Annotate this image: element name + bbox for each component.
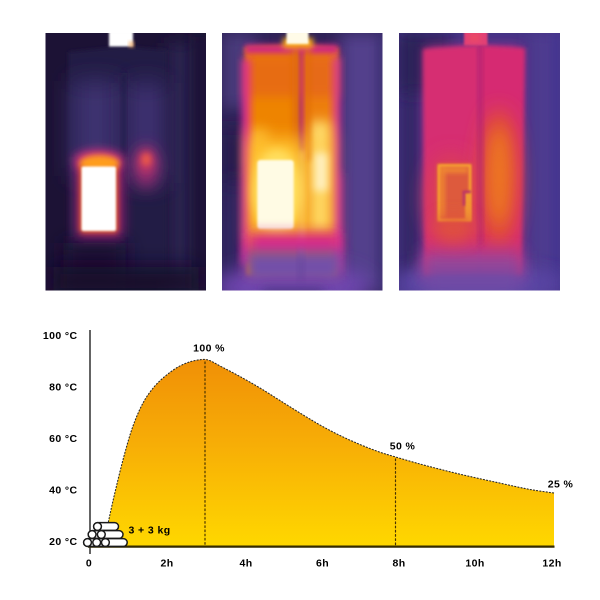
svg-text:80 °C: 80 °C [49,381,77,393]
svg-text:6h: 6h [316,558,329,570]
svg-text:20 °C: 20 °C [49,536,77,548]
svg-text:100 °C: 100 °C [43,330,78,342]
svg-text:2h: 2h [160,558,173,570]
svg-text:100 %: 100 % [193,343,225,355]
svg-text:3 + 3 kg: 3 + 3 kg [129,525,171,537]
svg-text:4h: 4h [239,558,252,570]
svg-text:8h: 8h [392,558,405,570]
svg-text:10h: 10h [465,558,484,570]
svg-text:40 °C: 40 °C [49,484,77,496]
svg-text:25 %: 25 % [548,479,574,491]
svg-text:60 °C: 60 °C [49,433,77,445]
svg-text:50 %: 50 % [390,441,416,453]
svg-text:0: 0 [86,558,92,570]
svg-text:12h: 12h [542,558,561,570]
